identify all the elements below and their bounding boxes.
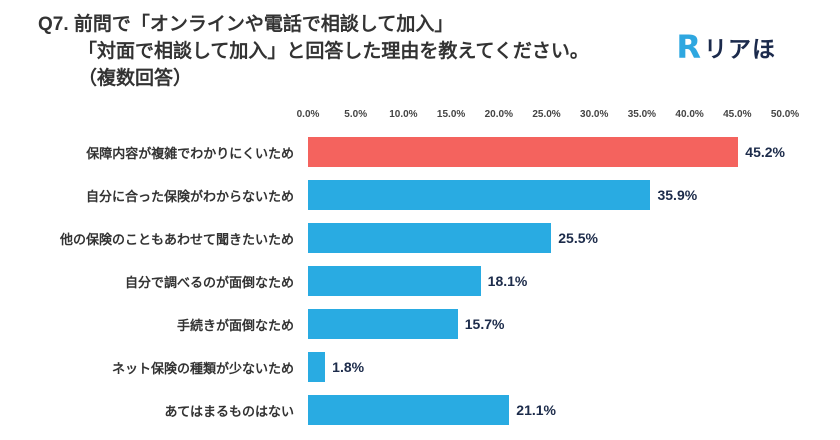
x-tick: 35.0% — [627, 108, 657, 120]
category-label: 手続きが面倒なため — [176, 317, 294, 333]
bar — [308, 137, 739, 168]
bar — [308, 180, 651, 211]
bar-track: 15.7% — [308, 303, 785, 346]
bar-row: ネット保険の種類が少ないため 1.8% — [0, 346, 785, 389]
chart-title: Q7. 前問で「オンラインや電話で相談して加入」 「対面で相談して加入」と回答し… — [38, 12, 840, 93]
bar-track: 1.8% — [308, 346, 785, 389]
value-label: 1.8% — [332, 359, 365, 376]
x-axis-ticks: 0.0% 5.0% 10.0% 15.0% 20.0% 25.0% 30.0% … — [297, 108, 800, 125]
bar — [308, 223, 552, 254]
category-label: 保障内容が複雑でわかりにくいため — [86, 145, 294, 161]
bar — [308, 395, 510, 426]
value-label: 15.7% — [464, 316, 505, 333]
x-tick: 20.0% — [484, 108, 513, 120]
x-tick: 10.0% — [389, 108, 418, 120]
x-tick: 30.0% — [580, 108, 609, 120]
bar-row: 手続きが面倒なため 15.7% — [0, 303, 785, 346]
riaho-logo: R リアほ — [676, 30, 776, 64]
x-tick: 5.0% — [344, 108, 368, 120]
bar-rows: 保障内容が複雑でわかりにくいため 45.2% 自分に合った保険がわからないため … — [0, 131, 785, 432]
category-label: 自分で調べるのが面倒なため — [124, 274, 294, 290]
value-label: 45.2% — [745, 144, 785, 161]
value-label: 35.9% — [657, 187, 698, 204]
x-axis: 0.0% 5.0% 10.0% 15.0% 20.0% 25.0% 30.0% … — [0, 108, 800, 125]
category-label: 他の保険のこともあわせて聞きたいため — [59, 231, 294, 247]
category-label: 自分に合った保険がわからないため — [85, 188, 294, 204]
bar-track: 18.1% — [308, 260, 785, 303]
bar-track: 21.1% — [308, 389, 785, 432]
x-tick: 25.0% — [532, 108, 561, 120]
bar-track: 45.2% — [308, 131, 785, 174]
bar-row: 自分に合った保険がわからないため 35.9% — [0, 174, 785, 217]
value-label: 18.1% — [487, 273, 528, 290]
title-line-3: （複数回答） — [78, 67, 193, 89]
riaho-logo-text: リアほ — [704, 36, 776, 62]
category-label: あてはまるものはない — [164, 403, 294, 419]
bar-row: 保障内容が複雑でわかりにくいため 45.2% — [0, 131, 785, 174]
bar-row: 他の保険のこともあわせて聞きたいため 25.5% — [0, 217, 785, 260]
title-line-2: 「対面で相談して加入」と回答した理由を教えてください。 — [78, 40, 589, 62]
x-tick: 50.0% — [770, 108, 800, 120]
bar — [308, 352, 326, 383]
bar — [308, 266, 481, 297]
riaho-logo-icon: R — [676, 28, 701, 66]
category-label: ネット保険の種類が少ないため — [111, 360, 294, 376]
header: Q7. 前問で「オンラインや電話で相談して加入」 「対面で相談して加入」と回答し… — [0, 0, 840, 93]
x-tick: 0.0% — [296, 108, 320, 120]
x-tick: 45.0% — [723, 108, 752, 120]
x-tick: 15.0% — [436, 108, 466, 120]
value-label: 25.5% — [558, 230, 598, 247]
title-line-1: Q7. 前問で「オンラインや電話で相談して加入」 — [38, 14, 454, 35]
bar-chart: 0.0% 5.0% 10.0% 15.0% 20.0% 25.0% 30.0% … — [0, 108, 800, 432]
bar-track: 35.9% — [308, 174, 785, 217]
bar-track: 25.5% — [308, 217, 785, 260]
bar — [308, 309, 458, 340]
x-tick: 40.0% — [675, 108, 704, 120]
bar-row: あてはまるものはない 21.1% — [0, 389, 785, 432]
value-label: 21.1% — [516, 402, 556, 419]
bar-row: 自分で調べるのが面倒なため 18.1% — [0, 260, 785, 303]
